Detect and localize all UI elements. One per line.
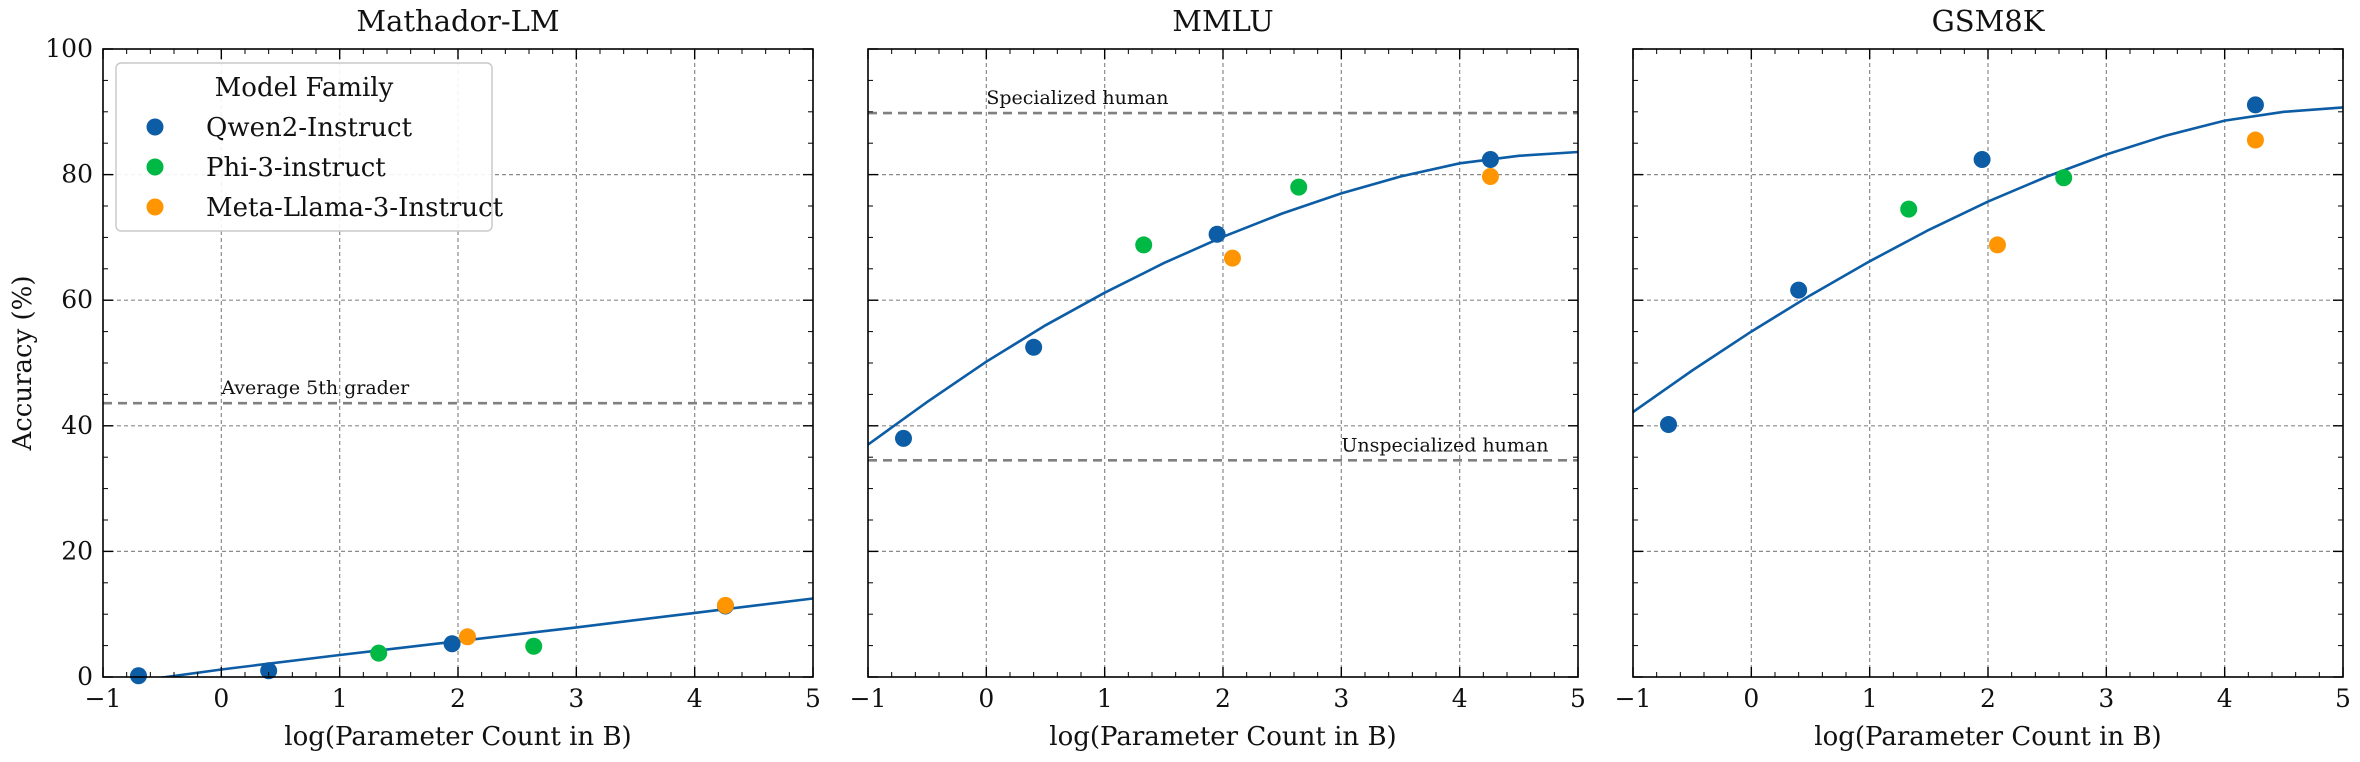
data-point [370, 644, 388, 662]
x-tick-label: 3 [568, 684, 584, 713]
x-tick-label: 4 [2217, 684, 2233, 713]
y-tick-label: 60 [61, 285, 93, 314]
data-point [1135, 236, 1153, 254]
grid [103, 49, 813, 677]
data-point [525, 637, 543, 655]
legend-label: Meta-Llama-3-Instruct [206, 193, 504, 223]
panel-2: −1 0 1 2 3 4 5 GSM8K log(Parameter Count in B) [1615, 4, 2351, 752]
reference-line-label: Specialized human [986, 87, 1168, 109]
fit-curve [156, 597, 813, 677]
panel-0: Average 5th grader−1 0 1 2 3 4 5020406080100Ma… [8, 4, 821, 752]
y-tick-label: 0 [77, 662, 93, 691]
data-point [1290, 178, 1308, 196]
data-point [443, 635, 461, 653]
legend-marker [146, 158, 164, 176]
grid [868, 49, 1578, 677]
panel-1: Specialized human Unspecialized human −1 0 1… [850, 4, 1586, 752]
x-tick-label: 2 [1215, 684, 1231, 713]
x-tick-label: 4 [1452, 684, 1468, 713]
data-point [458, 628, 476, 646]
data-point [2246, 96, 2264, 114]
x-tick-label: 1 [332, 684, 348, 713]
legend-box [115, 62, 493, 232]
legend-label: Qwen2-Instruct [206, 113, 413, 143]
reference-line-label: Unspecialized human [1341, 434, 1548, 456]
data-point [2055, 169, 2073, 187]
x-tick-label: −1 [850, 684, 887, 713]
data-point [130, 667, 147, 685]
data-point [1223, 249, 1241, 267]
x-tick-label: 2 [450, 684, 466, 713]
x-tick-label: 0 [978, 684, 994, 713]
x-tick-label: 0 [1743, 684, 1759, 713]
data-point [1900, 200, 1918, 218]
y-tick-label: 100 [45, 34, 93, 63]
grid [1633, 49, 2343, 677]
x-tick-label: −1 [1615, 684, 1652, 713]
x-tick-label: −1 [85, 684, 122, 713]
data-point [1208, 225, 1226, 243]
x-tick-label: 0 [213, 684, 229, 713]
y-tick-label: 80 [61, 160, 93, 189]
legend-label: Phi-3-instruct [206, 153, 386, 183]
ticks [102, 48, 814, 678]
y-axis-label: Accuracy (%) [8, 275, 38, 451]
chart-title: GSM8K [1932, 4, 2046, 38]
x-tick-label: 5 [1570, 684, 1586, 713]
y-tick-label: 40 [61, 411, 93, 440]
x-tick-label: 1 [1862, 684, 1878, 713]
data-point [1025, 338, 1043, 356]
data-point [716, 596, 734, 614]
data-point [2246, 131, 2264, 149]
data-point [1481, 151, 1499, 169]
x-tick-label: 5 [2335, 684, 2351, 713]
legend-marker [146, 198, 164, 216]
data-point [1481, 167, 1499, 185]
x-tick-label: 5 [805, 684, 821, 713]
x-tick-label: 3 [1333, 684, 1349, 713]
data-point [260, 662, 278, 680]
legend: Model Family Qwen2-Instruct Phi-3-instruct… [115, 62, 504, 232]
x-axis-label: log(Parameter Count in B) [284, 722, 631, 752]
chart-title: Mathador-LM [356, 4, 559, 38]
data-point [895, 429, 912, 447]
data-point [1790, 281, 1808, 299]
reference-line-label: Average 5th grader [220, 377, 410, 399]
x-tick-label: 2 [1980, 684, 1996, 713]
ticks [1632, 48, 2344, 678]
data-point [1660, 416, 1677, 434]
legend-marker [146, 118, 164, 136]
legend-title: Model Family [215, 73, 394, 103]
data-point [1988, 236, 2006, 254]
ticks [867, 48, 1579, 678]
y-tick-label: 20 [61, 536, 93, 565]
data-point [1973, 151, 1991, 169]
x-tick-label: 3 [2098, 684, 2114, 713]
x-axis-label: log(Parameter Count in B) [1049, 722, 1396, 752]
x-axis-label: log(Parameter Count in B) [1814, 722, 2161, 752]
x-tick-label: 1 [1097, 684, 1113, 713]
chart-title: MMLU [1172, 4, 1274, 38]
x-tick-label: 4 [687, 684, 703, 713]
fit-curve [1633, 106, 2343, 414]
